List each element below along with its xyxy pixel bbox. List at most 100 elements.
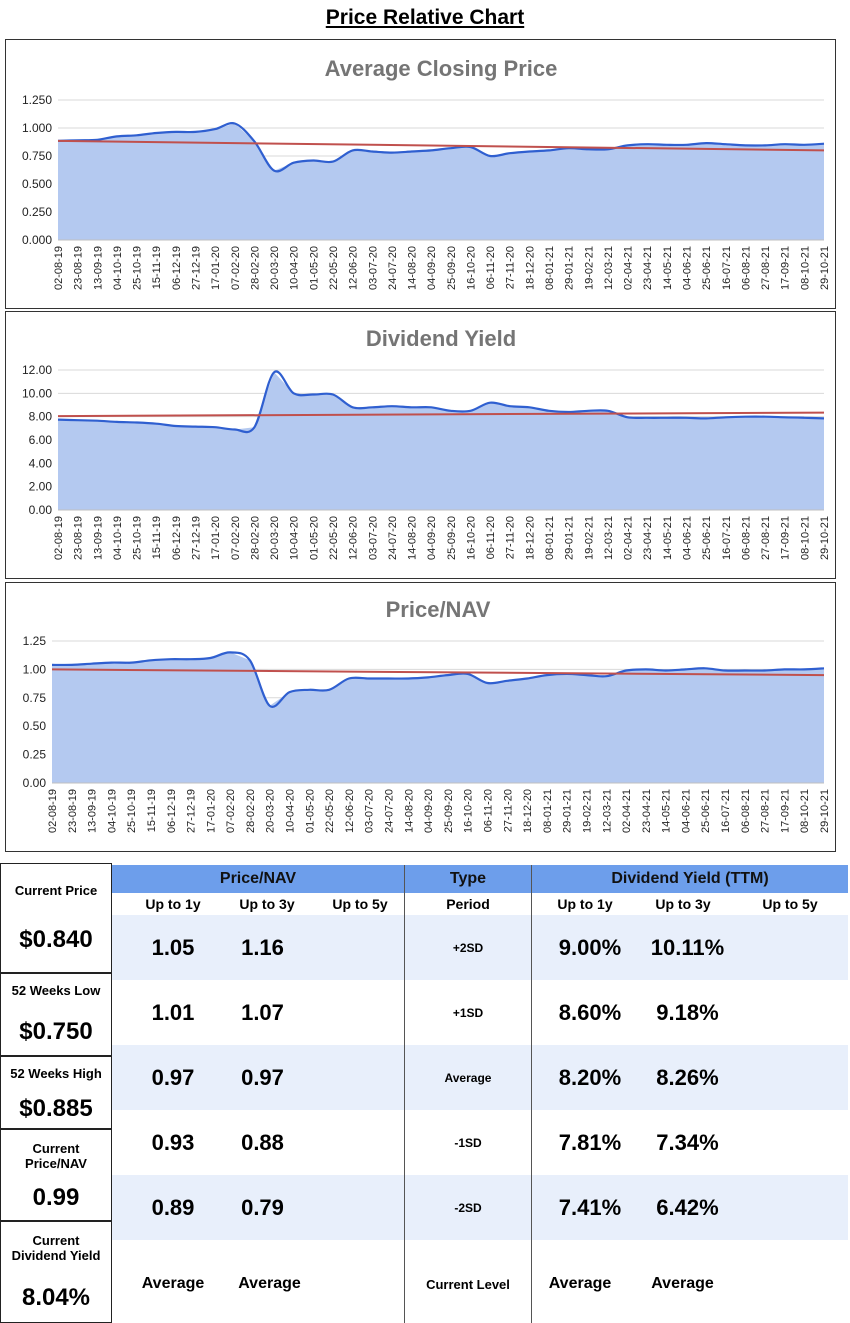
current-price-nav-box: Current Price/NAV 0.99 xyxy=(0,1129,112,1221)
x-tick-label: 20-03-20 xyxy=(265,789,277,833)
x-tick-label: 10-04-20 xyxy=(289,246,301,290)
x-tick-label: 28-02-20 xyxy=(249,516,261,560)
y-tick-label: 0.750 xyxy=(22,149,52,163)
pnav-up3-cell: 1.16 xyxy=(241,934,284,960)
dy-up1-cell: 8.60% xyxy=(558,999,622,1025)
x-tick-label: 08-01-21 xyxy=(544,246,556,290)
price-nav-header: Price/NAV xyxy=(112,865,404,893)
x-tick-label: 01-05-20 xyxy=(308,516,320,560)
x-tick-label: 02-04-21 xyxy=(623,246,635,290)
x-tick-label: 15-11-19 xyxy=(146,789,158,832)
closing-price-chart: Average Closing Price 0.000 0.250 0.500 0.75… xyxy=(22,56,831,290)
x-tick-label: 14-05-21 xyxy=(662,516,674,560)
series-area xyxy=(58,123,824,240)
x-tick-label: 16-10-20 xyxy=(466,516,478,560)
pnav-up1-cell: 0.89 xyxy=(151,1194,195,1220)
x-tick-label: 02-04-21 xyxy=(623,516,635,560)
y-tick-label: 2.00 xyxy=(29,480,53,494)
y-tick-label: 1.000 xyxy=(22,121,52,135)
trend-line xyxy=(57,139,825,152)
x-tick-label: 17-01-20 xyxy=(210,516,222,560)
current-price-box: Current Price $0.840 xyxy=(0,863,112,973)
x-tick-label: 03-07-20 xyxy=(364,789,376,833)
x-tick-label: 12-06-20 xyxy=(348,246,360,290)
pnav-up3-cell: 0.97 xyxy=(241,1064,284,1090)
pnav-up1-footer: Average xyxy=(141,1275,205,1292)
divider xyxy=(531,865,532,1323)
x-tick-label: 06-12-19 xyxy=(171,516,183,560)
x-tick-label: 04-09-20 xyxy=(423,789,435,833)
pnav-up3-cell: 0.88 xyxy=(241,1129,284,1155)
x-tick-label: 02-04-21 xyxy=(621,789,633,833)
x-tick-label: 23-08-19 xyxy=(73,516,85,560)
low-52w-value: $0.750 xyxy=(19,1018,93,1045)
x-tick-label: 08-10-21 xyxy=(799,516,811,560)
x-tick-label: 23-08-19 xyxy=(67,789,79,833)
x-tick-label: 22-05-20 xyxy=(324,789,336,833)
x-tick-label: 04-10-19 xyxy=(112,516,124,560)
type-cell: +1SD xyxy=(452,1005,484,1020)
y-tick-label: 12.00 xyxy=(22,363,52,377)
low-52w-label: 52 Weeks Low xyxy=(11,982,101,998)
x-tick-label: 06-11-20 xyxy=(483,789,495,832)
chart-panel-dividend-yield: Dividend Yield 0.00 2.00 4.00 6.00 8.00 10.00 1… xyxy=(5,311,836,579)
x-tick-label: 06-08-21 xyxy=(740,516,752,560)
x-tick-label: 19-02-21 xyxy=(583,246,595,290)
y-tick-label: 4.00 xyxy=(29,456,53,470)
dy-up3-cell: 8.26% xyxy=(656,1064,719,1090)
x-tick-label: 23-04-21 xyxy=(641,789,653,833)
x-tick-label: 02-08-19 xyxy=(53,516,65,560)
x-tick-label: 13-09-19 xyxy=(87,789,99,833)
x-tick-label: 29-01-21 xyxy=(564,246,576,290)
dy-up1-cell: 9.00% xyxy=(558,934,622,960)
series-area xyxy=(58,372,824,510)
type-cell: -1SD xyxy=(454,1135,482,1150)
x-tick-label: 22-05-20 xyxy=(328,516,340,560)
page-title: Price Relative Chart xyxy=(325,6,525,29)
x-tick-label: 01-05-20 xyxy=(304,789,316,833)
y-tick-label: 0.25 xyxy=(23,748,47,762)
type-cell: Average xyxy=(444,1070,492,1085)
x-tick-label: 08-01-21 xyxy=(542,789,554,833)
divider xyxy=(404,865,405,1323)
x-tick-label: 19-02-21 xyxy=(583,516,595,560)
x-tick-label: 25-09-20 xyxy=(446,246,458,290)
current-level-label: Current Level xyxy=(426,1276,510,1292)
x-tick-label: 08-01-21 xyxy=(544,516,556,560)
x-tick-label: 02-08-19 xyxy=(47,789,59,833)
x-tick-label: 04-06-21 xyxy=(682,246,694,290)
x-tick-label: 03-07-20 xyxy=(367,246,379,290)
x-tick-label: 18-12-20 xyxy=(522,789,534,833)
dy-up3-footer: Average xyxy=(651,1275,714,1292)
pnav-up1-cell: 1.05 xyxy=(151,934,195,960)
x-tick-label: 28-02-20 xyxy=(245,789,257,833)
x-tick-label: 28-02-20 xyxy=(249,246,261,290)
x-tick-label: 27-08-21 xyxy=(760,246,772,290)
high-52w-label: 52 Weeks High xyxy=(10,1065,102,1081)
x-tick-label: 12-03-21 xyxy=(603,246,615,290)
x-tick-label: 16-07-21 xyxy=(721,516,733,560)
x-tick-label: 22-05-20 xyxy=(328,246,340,290)
chart-title: Price/NAV xyxy=(386,597,491,622)
x-tick-label: 15-11-19 xyxy=(151,246,163,289)
x-tick-label: 12-06-20 xyxy=(348,516,360,560)
chart-title: Dividend Yield xyxy=(366,326,516,351)
trend-line xyxy=(57,411,825,418)
x-tick-label: 12-03-21 xyxy=(601,789,613,833)
x-tick-label: 24-07-20 xyxy=(384,789,396,833)
dy-sub-up3: Up to 3y xyxy=(655,896,711,912)
high-52w-box: 52 Weeks High $0.885 xyxy=(0,1056,112,1129)
y-tick-label: 1.00 xyxy=(23,662,47,676)
x-tick-label: 16-10-20 xyxy=(466,246,478,290)
current-dividend-yield-label: Current Dividend Yield xyxy=(11,1233,101,1263)
x-tick-label: 25-10-19 xyxy=(132,516,144,560)
x-tick-label: 03-07-20 xyxy=(367,516,379,560)
x-tick-label: 14-05-21 xyxy=(661,789,673,833)
x-tick-label: 25-09-20 xyxy=(446,516,458,560)
x-tick-label: 27-12-19 xyxy=(191,516,203,560)
x-tick-label: 17-01-20 xyxy=(205,789,217,833)
pnav-sub-up3: Up to 3y xyxy=(239,896,295,912)
y-tick-label: 1.250 xyxy=(22,93,52,107)
x-tick-label: 27-11-20 xyxy=(502,789,514,832)
x-tick-label: 27-12-19 xyxy=(186,789,198,833)
